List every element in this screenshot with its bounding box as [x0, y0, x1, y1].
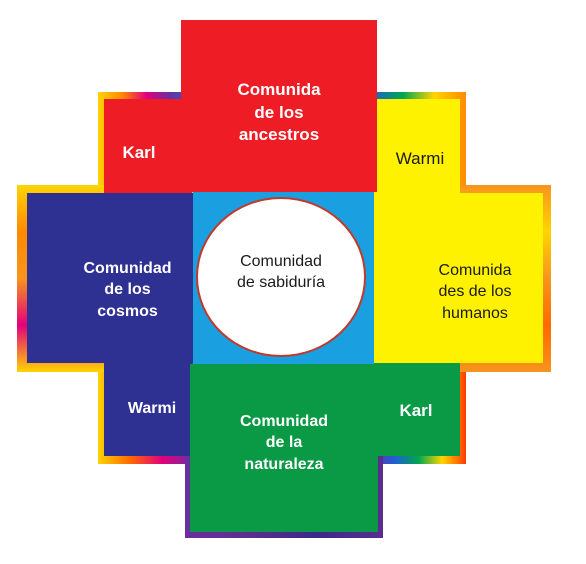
block-bottom-naturaleza [190, 364, 378, 532]
label-ancestros: Comunida de los ancestros [237, 80, 321, 145]
wisdom-circle [196, 197, 366, 357]
label-sabiduria: Comunidad de sabiduría [236, 252, 326, 291]
corner-square-top-right [374, 99, 460, 195]
label-warmi-bottom-left: Warmi [127, 400, 177, 418]
corner-square-bottom-left [104, 362, 192, 456]
block-left-cosmos [27, 193, 195, 363]
label-naturaleza: Comunidad de la naturaleza [240, 413, 328, 473]
label-karl-bottom-right: Karl [399, 400, 433, 420]
block-top-ancestros [181, 20, 377, 192]
corner-square-top-left [104, 99, 192, 195]
label-cosmos: Comunidad de los cosmos [83, 260, 172, 320]
block-right-humanos [372, 193, 543, 363]
label-warmi-top-right: Warmi [395, 148, 445, 168]
label-karl-top-left: Karl [122, 142, 156, 162]
label-humanos: Comunida des de los humanos [438, 262, 512, 322]
corner-square-bottom-right [374, 362, 460, 456]
